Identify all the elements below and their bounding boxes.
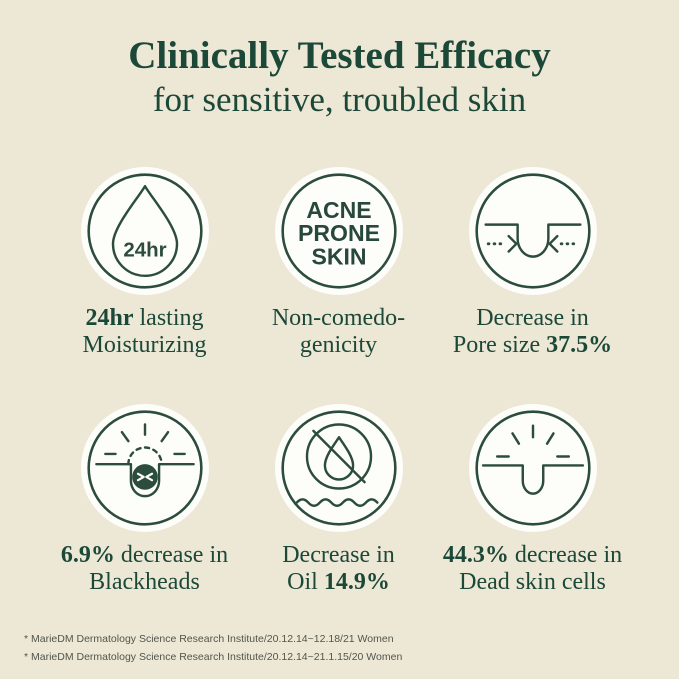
label-segment: Blackheads [89,569,200,595]
benefit-card-oil: Decrease in Oil 14.9% [242,404,436,596]
label-segment: Decrease in [282,542,395,568]
benefit-label-line1: 24hr lasting [83,305,207,332]
icon-circle [274,404,403,532]
label-segment: 24hr [85,305,134,331]
benefit-label-line2: Dead skin cells [443,569,622,596]
label-segment: 37.5% [546,332,613,358]
label-segment: lasting [133,305,204,331]
water-drop-24hr-icon: 24hr [86,173,203,289]
acne-text-line2: PRONE [298,220,380,246]
footnotes: * MarieDM Dermatology Science Research I… [24,631,402,666]
benefit-label-line1: 44.3% decrease in [443,542,622,569]
benefit-card-blackheads: 6.9% decrease in Blackheads [48,404,242,596]
label-segment: Decrease in [476,305,589,331]
benefit-card-pore-size: Decrease in Pore size 37.5% [436,167,630,359]
benefit-card-non-comedogenic: ACNE PRONE SKIN Non-comedo- genicity [242,167,436,359]
benefit-label-line2: Oil 14.9% [282,569,395,596]
benefit-label-line1: Non-comedo- [272,305,405,332]
icon-circle [80,404,209,532]
acne-text-line3: SKIN [311,243,366,269]
benefit-label-line2: Pore size 37.5% [453,332,612,359]
icon-circle [468,167,597,295]
label-segment: decrease in [114,542,229,568]
benefit-card-moisturizing: 24hr 24hr lasting Moisturizing [48,167,242,359]
no-oil-icon [280,410,397,526]
label-segment: Pore size [452,332,547,358]
benefit-label-line1: Decrease in [453,305,612,332]
blackhead-face [131,464,158,490]
benefit-label: 44.3% decrease in Dead skin cells [443,542,622,596]
benefit-label: 6.9% decrease in Blackheads [61,542,228,596]
page-subtitle: for sensitive, troubled skin [152,80,527,119]
label-segment: Dead skin cells [459,569,606,595]
benefit-label-line2: Blackheads [61,569,228,596]
label-segment: 6.9% [60,542,115,568]
label-segment: 44.3% [442,542,509,568]
benefit-label-line2: genicity [272,332,405,359]
benefit-card-dead-skin: 44.3% decrease in Dead skin cells [436,404,630,596]
pore-shrink-icon [474,173,591,289]
acne-prone-skin-icon: ACNE PRONE SKIN [280,173,397,289]
benefit-label-line1: 6.9% decrease in [61,542,228,569]
label-segment: Oil [287,569,324,595]
icon-circle: 24hr [80,167,209,295]
footnote-line-1: * MarieDM Dermatology Science Research I… [24,633,394,645]
icon-circle: ACNE PRONE SKIN [274,167,403,295]
benefit-label: Decrease in Oil 14.9% [282,542,395,596]
acne-text-line1: ACNE [306,197,371,223]
benefit-label: Non-comedo- genicity [272,305,405,359]
label-segment: Moisturizing [82,332,207,358]
header: Clinically Tested Efficacy for sensitive… [0,0,679,121]
label-segment: Non-comedo- [271,305,406,331]
page-title: Clinically Tested Efficacy [128,34,551,77]
benefit-label-line2: Moisturizing [83,332,207,359]
label-segment: decrease in [508,542,623,568]
blackhead-extraction-icon [86,410,203,526]
benefits-grid: 24hr 24hr lasting Moisturizing ACNE PRON… [48,167,632,641]
icon-circle [468,404,597,532]
dead-skin-pore-icon [474,410,591,526]
label-segment: genicity [299,332,378,358]
benefit-label: Decrease in Pore size 37.5% [453,305,612,359]
label-segment: 14.9% [323,569,390,595]
benefit-label-line1: Decrease in [282,542,395,569]
drop-24hr-label: 24hr [123,239,166,262]
footnote-line-2: * MarieDM Dermatology Science Research I… [24,650,403,663]
benefit-label: 24hr lasting Moisturizing [83,305,207,359]
